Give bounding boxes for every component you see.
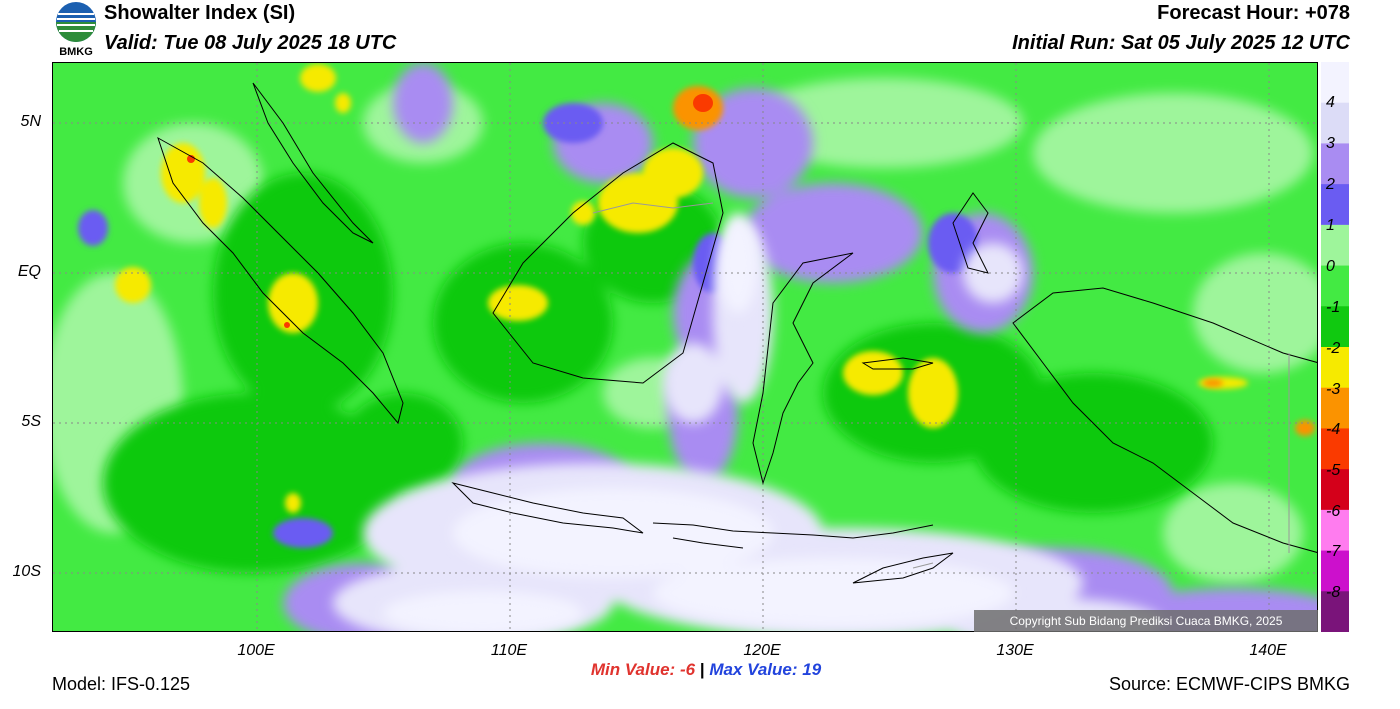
- legend-label: -7: [1326, 543, 1341, 560]
- lat-label-5n: 5N: [20, 113, 41, 130]
- legend-colorbar: [1321, 62, 1349, 633]
- coastlines: [157, 82, 1317, 584]
- min-max-values: Min Value: -6 | Max Value: 19: [0, 660, 1400, 680]
- legend-label: -2: [1326, 340, 1341, 357]
- legend-swatch: [1321, 143, 1349, 185]
- source-label: Source: ECMWF-CIPS BMKG: [1108, 674, 1350, 694]
- legend-swatch: [1321, 62, 1349, 104]
- legend-swatch: [1321, 265, 1349, 307]
- legend-swatch: [1321, 591, 1349, 633]
- showalter-map: [53, 63, 1317, 631]
- lon-label-100e: 100E: [237, 642, 275, 659]
- legend-label: -8: [1326, 584, 1341, 601]
- lat-label-5s: 5S: [21, 413, 41, 430]
- legend-label: -3: [1326, 381, 1341, 398]
- legend-label: 1: [1326, 217, 1335, 234]
- forecast-hour: Forecast Hour: +078: [1157, 2, 1350, 24]
- lat-label-eq: EQ: [17, 263, 41, 280]
- copyright-badge: Copyright Sub Bidang Prediksi Cuaca BMKG…: [974, 610, 1318, 632]
- legend-label: -6: [1326, 503, 1341, 520]
- field-light-green: [53, 78, 1317, 583]
- min-value-label: Min Value:: [590, 660, 676, 679]
- legend-swatch: [1321, 306, 1349, 348]
- borders: [592, 202, 1290, 569]
- legend-swatch: [1321, 224, 1349, 267]
- legend-swatch: [1321, 428, 1349, 470]
- field-white: [383, 213, 1013, 631]
- valid-time: Valid: Tue 08 July 2025 18 UTC: [104, 32, 397, 54]
- initial-run: Initial Run: Sat 05 July 2025 12 UTC: [1012, 32, 1350, 54]
- grid-lines: [53, 63, 1317, 631]
- legend-swatch: [1321, 184, 1349, 226]
- legend-swatch: [1321, 509, 1349, 552]
- legend-swatches: [1321, 62, 1349, 633]
- max-value: 19: [802, 660, 822, 679]
- min-max-separator: |: [699, 660, 705, 679]
- legend-label: 2: [1326, 176, 1335, 193]
- legend-label: -4: [1326, 421, 1341, 438]
- legend-swatch: [1321, 550, 1349, 592]
- legend-label: -1: [1326, 299, 1341, 316]
- legend-swatch: [1321, 347, 1349, 389]
- legend-swatch: [1321, 102, 1349, 144]
- field-red: [187, 94, 713, 328]
- map-panel: [52, 62, 1318, 632]
- lon-label-110e: 110E: [490, 642, 528, 659]
- legend-swatch: [1321, 469, 1349, 511]
- chart-title: Showalter Index (SI): [104, 2, 296, 24]
- lat-label-10s: 10S: [12, 563, 41, 580]
- logo-text: BMKG: [59, 46, 93, 58]
- legend-label: 3: [1326, 135, 1335, 152]
- field-yellow: [115, 64, 1248, 513]
- min-value: -6: [679, 660, 696, 679]
- legend-label: 4: [1326, 94, 1335, 111]
- legend-label: -5: [1326, 462, 1341, 479]
- bmkg-logo: BMKG: [52, 0, 100, 62]
- bmkg-logo-icon: [56, 2, 96, 42]
- legend-swatch: [1321, 387, 1349, 429]
- lon-label-120e: 120E: [743, 642, 781, 659]
- lon-label-130e: 130E: [996, 642, 1034, 659]
- lon-label-140e: 140E: [1249, 642, 1287, 659]
- model-label: Model: IFS-0.125: [52, 674, 191, 694]
- max-value-label: Max Value:: [709, 660, 798, 679]
- legend-label: 0: [1326, 258, 1335, 275]
